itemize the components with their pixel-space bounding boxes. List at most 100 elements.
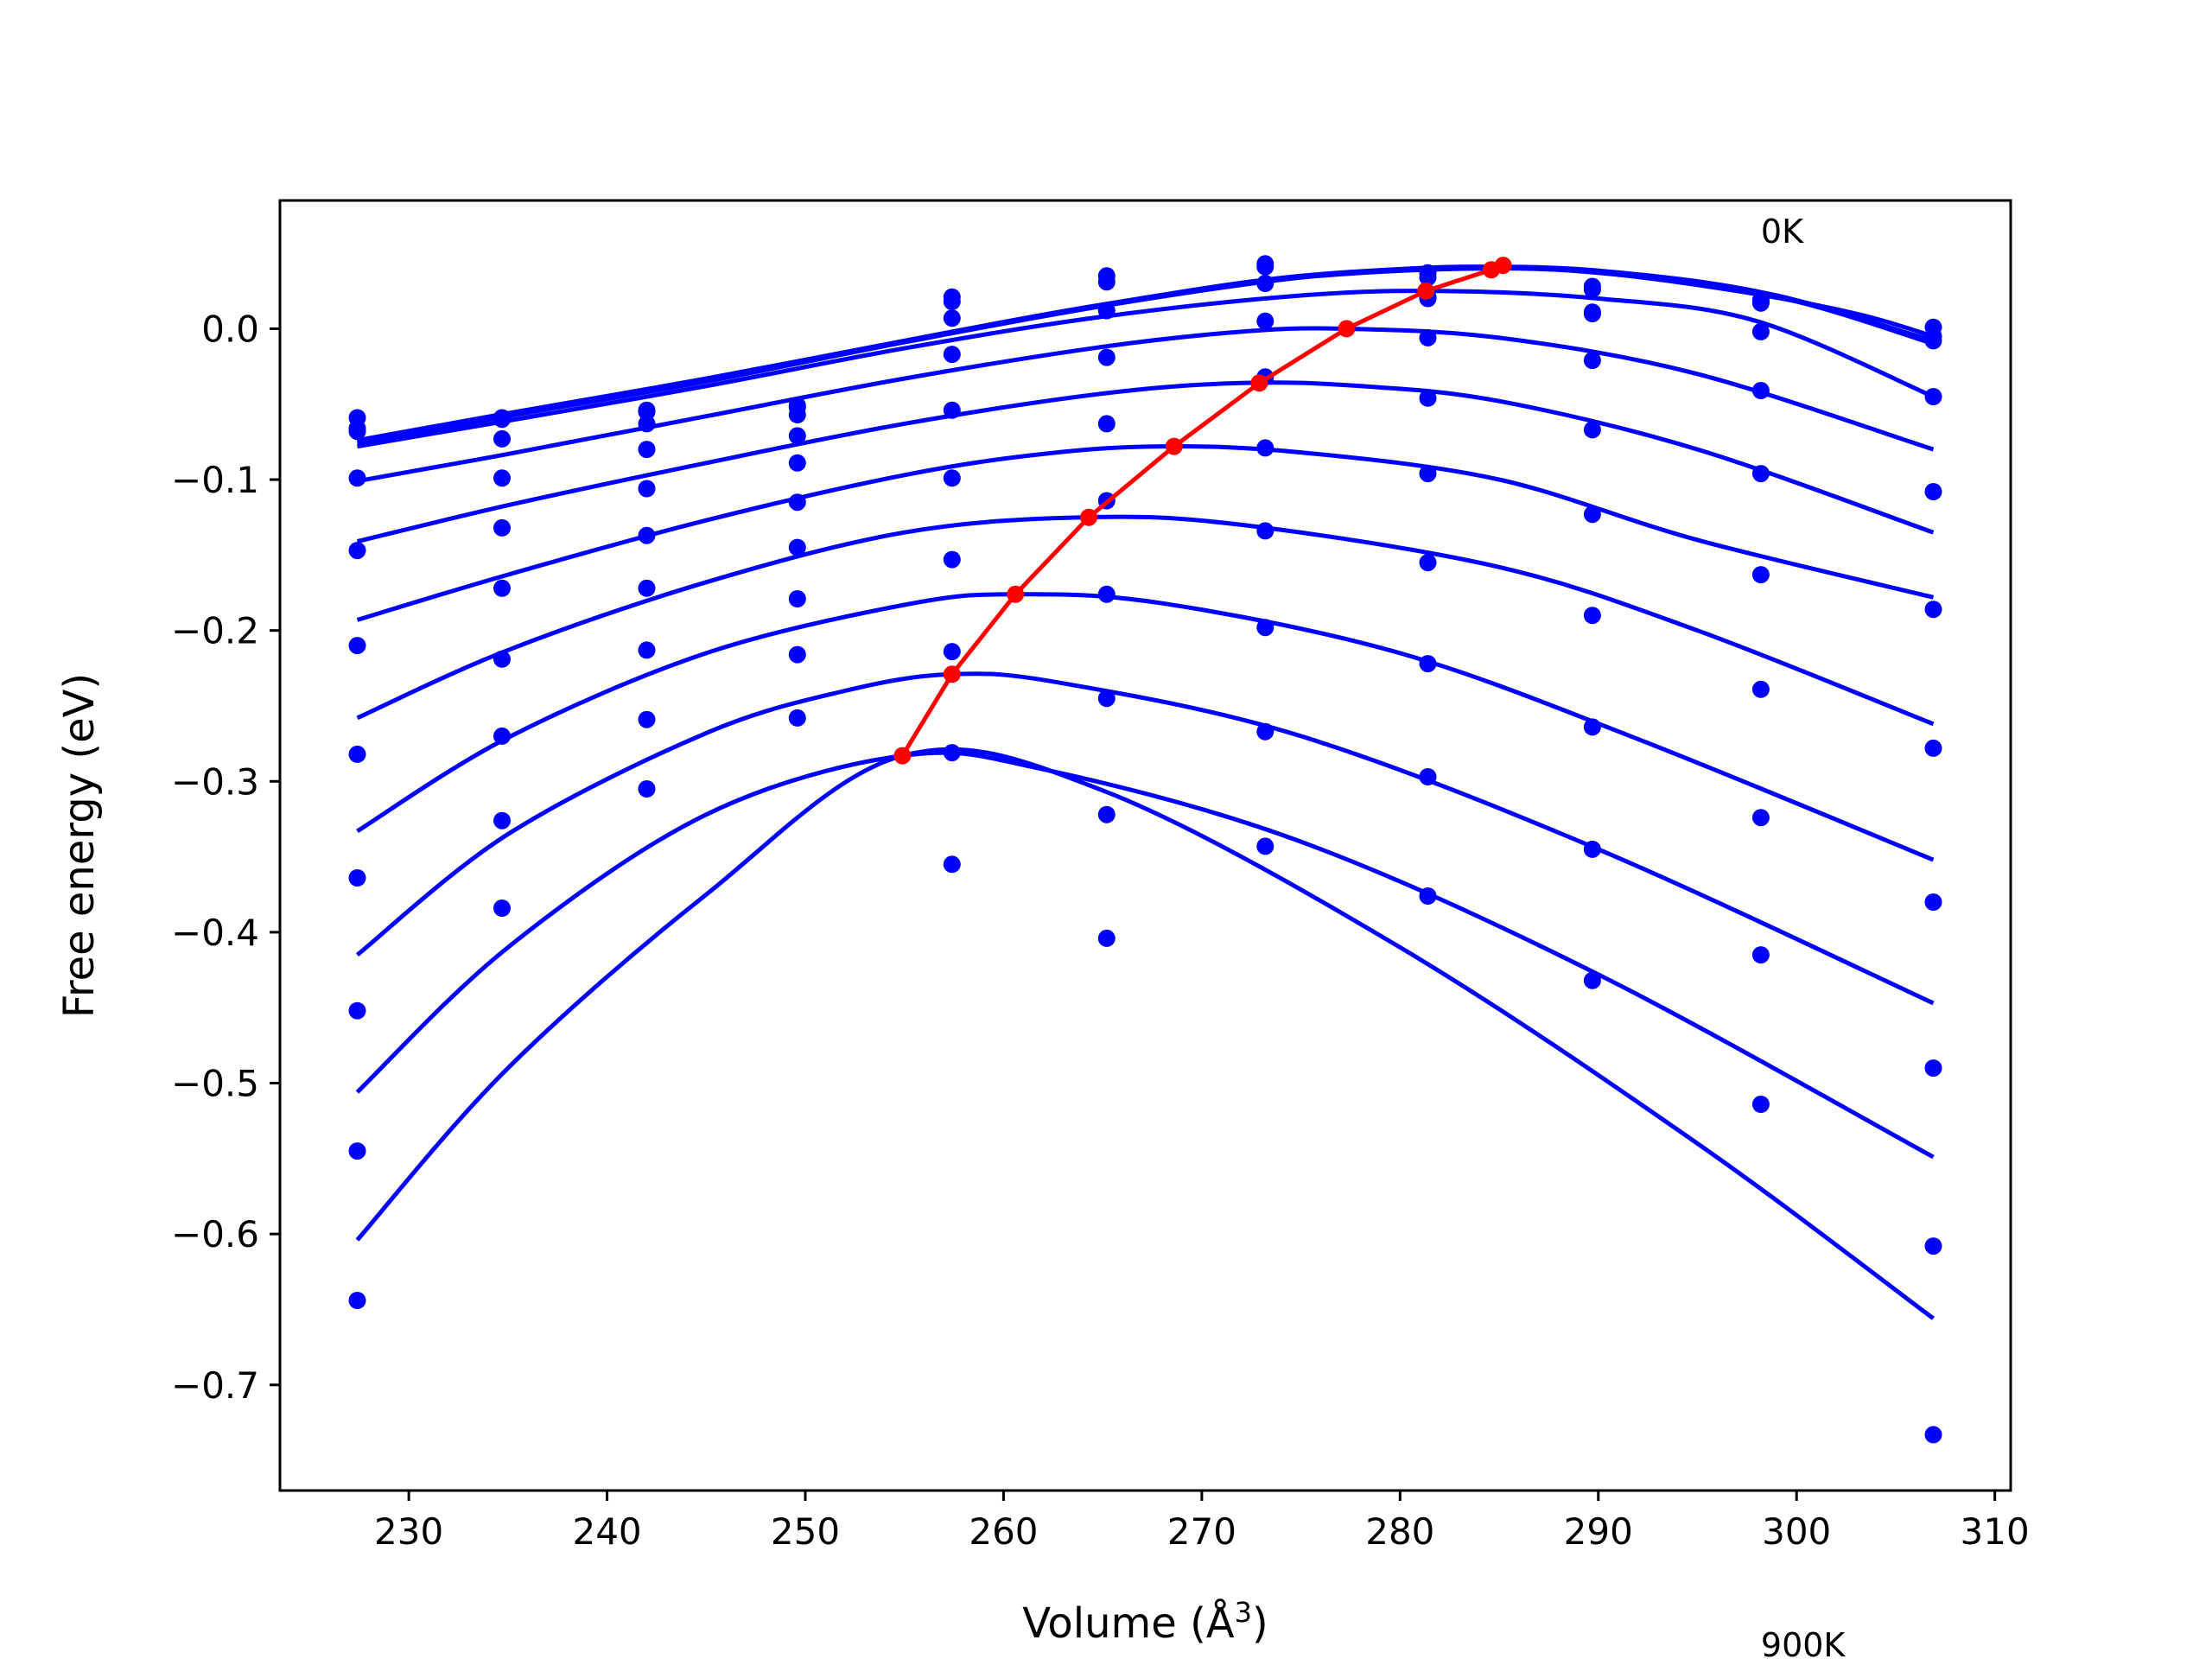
data-point-9-2 <box>638 780 656 798</box>
data-point-5-3 <box>788 493 806 512</box>
data-point-6-3 <box>788 538 806 556</box>
data-point-9-7 <box>1419 768 1437 785</box>
data-point-6-1 <box>493 650 511 668</box>
data-point-1-6 <box>1256 257 1274 276</box>
data-point-5-0 <box>348 637 366 655</box>
data-point-1-7 <box>1419 269 1437 287</box>
data-point-7-5 <box>1097 690 1116 708</box>
minima-point-6 <box>1080 508 1098 526</box>
x-tick-label: 240 <box>572 1510 641 1553</box>
data-point-4-8 <box>1583 352 1601 370</box>
plot-frame <box>278 199 2012 1492</box>
data-point-3-6 <box>1256 312 1274 330</box>
y-tick-label: −0.5 <box>171 1063 259 1105</box>
data-point-9-1 <box>493 899 511 917</box>
data-point-3-2 <box>638 441 656 459</box>
minima-point-2 <box>1417 282 1435 300</box>
data-point-7-1 <box>493 727 511 745</box>
data-point-1-5 <box>1097 273 1116 291</box>
data-point-9-5 <box>1097 929 1116 947</box>
data-point-7-7 <box>1419 554 1437 572</box>
x-tick-label: 290 <box>1564 1510 1633 1553</box>
data-point-3-10 <box>1924 388 1942 405</box>
data-point-2-9 <box>1751 294 1770 312</box>
data-point-9-0 <box>348 1142 366 1160</box>
y-axis-label: Free energy (eV) <box>55 673 104 1018</box>
annotation-0: 0K <box>1761 213 1804 251</box>
data-point-7-6 <box>1256 619 1274 637</box>
fit-curve-8 <box>356 592 1935 862</box>
y-tick-label: −0.3 <box>171 760 259 803</box>
data-point-5-4 <box>943 469 961 487</box>
data-point-7-3 <box>788 590 806 607</box>
data-point-8-3 <box>788 645 806 664</box>
data-point-8-0 <box>348 1001 366 1020</box>
data-point-9-4 <box>943 855 961 874</box>
data-point-4-10 <box>1924 483 1942 500</box>
fit-curve-6 <box>356 444 1935 622</box>
data-point-1-4 <box>943 293 961 310</box>
data-point-8-5 <box>1097 805 1116 823</box>
data-point-2-6 <box>1256 275 1274 292</box>
x-tick-label: 270 <box>1167 1510 1236 1553</box>
data-point-7-2 <box>638 641 656 659</box>
minima-point-4 <box>1250 374 1268 392</box>
annotation-1: 900K <box>1761 1626 1847 1659</box>
data-point-6-10 <box>1924 739 1942 757</box>
data-point-7-9 <box>1751 680 1770 698</box>
data-point-8-1 <box>493 811 511 830</box>
minima-point-1 <box>1482 261 1500 279</box>
data-point-5-6 <box>1256 439 1274 457</box>
data-point-7-4 <box>943 643 961 661</box>
data-point-2-0 <box>348 423 366 441</box>
fit-curve-3 <box>357 289 1935 449</box>
data-point-4-1 <box>493 518 511 537</box>
data-point-1-8 <box>1583 281 1601 298</box>
data-point-10-10 <box>1924 1426 1942 1444</box>
data-point-5-7 <box>1419 389 1437 407</box>
data-point-2-3 <box>788 406 806 423</box>
markers-layer <box>348 255 1942 1444</box>
data-point-10-7 <box>1419 887 1437 905</box>
data-point-6-6 <box>1256 522 1274 540</box>
data-point-6-7 <box>1419 465 1437 483</box>
x-tick-label: 230 <box>374 1510 443 1553</box>
data-point-3-9 <box>1751 322 1770 340</box>
data-point-4-5 <box>1097 415 1116 433</box>
x-tick-label: 280 <box>1365 1510 1434 1553</box>
data-point-3-4 <box>943 346 961 364</box>
data-point-4-9 <box>1751 382 1770 399</box>
y-tick-label: −0.6 <box>171 1213 259 1255</box>
data-point-6-5 <box>1097 585 1116 603</box>
data-point-6-0 <box>348 745 366 763</box>
data-point-8-7 <box>1419 655 1437 673</box>
minima-point-7 <box>1007 585 1025 603</box>
data-point-8-8 <box>1583 718 1601 736</box>
data-point-9-6 <box>1256 837 1274 855</box>
fit-curve-7 <box>356 514 1935 727</box>
data-point-2-5 <box>1097 302 1116 320</box>
fit-curve-5 <box>356 380 1935 544</box>
data-point-8-10 <box>1924 1059 1942 1077</box>
data-point-6-4 <box>943 550 961 569</box>
data-point-10-9 <box>1751 1096 1770 1113</box>
fit-curve-11 <box>355 747 1935 1320</box>
minima-layer <box>893 257 1512 765</box>
data-point-8-9 <box>1751 809 1770 827</box>
data-point-2-4 <box>943 309 961 327</box>
data-point-5-8 <box>1583 421 1601 439</box>
data-point-3-3 <box>788 427 806 445</box>
data-point-3-1 <box>493 469 511 487</box>
annotations-layer: 0K 900K <box>1761 213 1847 1659</box>
y-axis: 0.0 −0.1 −0.2 −0.3 −0.4 −0.5 −0.6 −0.7 <box>171 308 280 1407</box>
data-point-5-1 <box>493 579 511 597</box>
fit-curve-4 <box>357 326 1935 484</box>
data-point-5-9 <box>1751 465 1770 483</box>
data-point-2-1 <box>493 429 511 448</box>
data-point-4-0 <box>348 542 366 560</box>
data-point-8-2 <box>638 710 656 728</box>
x-tick-label: 300 <box>1762 1510 1831 1553</box>
data-point-1-2 <box>638 403 656 421</box>
x-axis: 230 240 250 260 270 280 290 300 310 <box>374 1491 2030 1553</box>
